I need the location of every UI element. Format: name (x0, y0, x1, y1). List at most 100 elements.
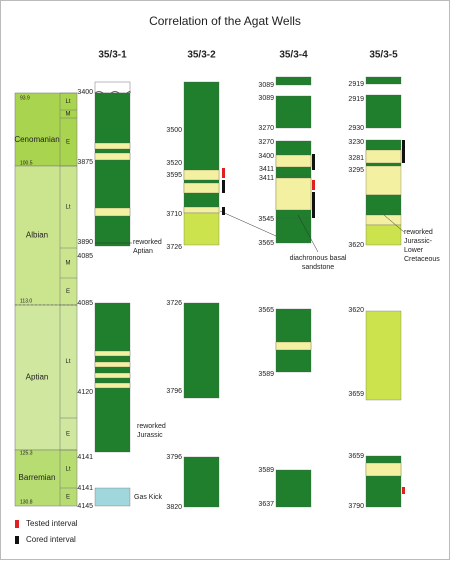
lithology (365, 214, 402, 226)
depth-label: 3089 (258, 95, 274, 102)
well-name: 35/3-5 (369, 50, 398, 61)
well-name: 35/3-1 (98, 50, 127, 61)
depth-label: 3796 (166, 454, 182, 461)
lithology (275, 341, 312, 351)
depth-label: 3545 (258, 216, 274, 223)
lithology (183, 182, 220, 194)
stage-box (14, 449, 78, 507)
depth-label: 4141 (77, 485, 93, 492)
note: diachronous basal (290, 255, 347, 262)
lithology (94, 382, 131, 389)
stage-label: Albian (26, 231, 48, 240)
lithology (365, 76, 402, 85)
interval-marker (312, 180, 315, 190)
note-leader (297, 214, 319, 253)
note: reworked (404, 229, 433, 236)
lithology (94, 350, 131, 357)
note: reworked (133, 239, 162, 246)
depth-label: 2919 (348, 96, 364, 103)
depth-label: 3820 (166, 504, 182, 511)
lithology (275, 177, 312, 211)
stage-label: Aptian (26, 373, 49, 382)
depth-label: 4085 (77, 300, 93, 307)
depth-label: 3710 (166, 211, 182, 218)
depth-label: 2930 (348, 125, 364, 132)
lithology (275, 308, 312, 373)
depth-label: 4085 (77, 253, 93, 260)
correlation-line (219, 210, 277, 237)
well-name: 35/3-4 (279, 50, 308, 61)
stage-label: Barremian (19, 473, 56, 482)
depth-label: 3790 (348, 503, 364, 510)
stage-box (14, 304, 78, 451)
depth-label: 3230 (348, 139, 364, 146)
lithology (94, 92, 131, 247)
depth-label: 3659 (348, 391, 364, 398)
age-label: 113.0 (20, 298, 32, 304)
lithology (94, 487, 131, 507)
lithology (94, 361, 131, 368)
lithology (94, 207, 131, 217)
depth-label: 3589 (258, 371, 274, 378)
substage-label: Lt (65, 359, 70, 365)
note: Gas Kick (134, 494, 163, 501)
interval-marker (222, 180, 225, 193)
depth-label: 3270 (258, 125, 274, 132)
depth-label: 3875 (77, 159, 93, 166)
legend-label: Tested interval (26, 519, 78, 528)
depth-label: 3270 (258, 139, 274, 146)
depth-label: 3500 (166, 127, 182, 134)
substage-label: M (66, 112, 71, 118)
depth-label: 4141 (77, 454, 93, 461)
lithology (365, 194, 402, 216)
lithology (183, 169, 220, 181)
lithology (183, 206, 220, 214)
substage-label: E (66, 495, 70, 501)
note: reworked (137, 423, 166, 430)
stage-label: Cenomanian (14, 135, 59, 144)
age-label: 130.8 (20, 499, 33, 505)
interval-marker (312, 192, 315, 218)
lithology (94, 372, 131, 379)
depth-label: 3637 (258, 501, 274, 508)
depth-label: 3595 (166, 172, 182, 179)
substage-label: E (66, 289, 70, 295)
depth-label: 3796 (166, 388, 182, 395)
depth-label: 3589 (258, 467, 274, 474)
interval-marker (402, 487, 405, 494)
unconformity (94, 91, 131, 95)
substage-label: Lt (65, 467, 70, 473)
age-label: 125.3 (20, 450, 33, 456)
lithology (275, 76, 312, 86)
lithology (275, 217, 312, 244)
lithology (365, 310, 402, 401)
depth-label: 3400 (77, 89, 93, 96)
interval-marker (222, 168, 225, 178)
lithology (275, 95, 312, 129)
lithology (183, 212, 220, 246)
interval-marker (312, 154, 315, 170)
substage-label: E (66, 432, 70, 438)
depth-label: 3089 (258, 82, 274, 89)
depth-label: 4120 (77, 389, 93, 396)
note: Jurassic (137, 432, 163, 439)
depth-label: 3890 (77, 239, 93, 246)
lithology (183, 302, 220, 399)
lithology (94, 142, 131, 150)
depth-label: 3659 (348, 453, 364, 460)
depth-label: 3620 (348, 307, 364, 314)
note: Jurassic- (404, 238, 433, 245)
substage-label: E (66, 140, 70, 146)
depth-label: 3281 (348, 155, 364, 162)
legend-swatch (15, 520, 19, 528)
note: Cretaceous (404, 256, 440, 263)
age-label: 100.5 (20, 160, 33, 166)
lithology (183, 81, 220, 214)
lithology (94, 152, 131, 161)
legend-swatch (15, 536, 19, 544)
lithology (365, 224, 402, 246)
legend-label: Cored interval (26, 535, 76, 544)
lithology (275, 154, 312, 168)
substage-label: M (66, 261, 71, 267)
